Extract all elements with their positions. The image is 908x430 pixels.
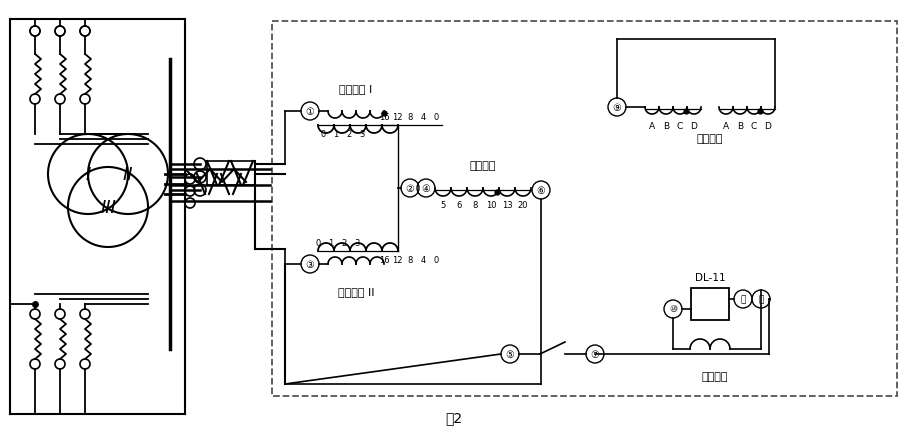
Text: 4: 4 [420, 255, 426, 264]
Text: 0: 0 [321, 130, 326, 139]
Text: 0: 0 [433, 113, 439, 122]
Text: ⑩: ⑩ [669, 305, 677, 314]
Text: ③: ③ [306, 259, 314, 269]
Text: ⑨: ⑨ [613, 103, 621, 113]
Text: 8: 8 [408, 255, 413, 264]
Text: 20: 20 [518, 200, 528, 209]
Text: 8: 8 [408, 113, 413, 122]
Text: ④: ④ [421, 184, 430, 194]
Text: D: D [765, 122, 772, 131]
Text: 16: 16 [379, 255, 390, 264]
Bar [691, 289, 729, 320]
Text: C: C [676, 122, 683, 131]
Text: ⑤: ⑤ [506, 349, 514, 359]
Text: 3: 3 [354, 239, 360, 247]
Text: ⑪: ⑪ [740, 295, 745, 304]
Text: 12: 12 [391, 113, 402, 122]
Text: ①: ① [306, 107, 314, 117]
Bar [272, 22, 897, 396]
Text: 0: 0 [433, 255, 439, 264]
Text: 12: 12 [391, 255, 402, 264]
Text: 6: 6 [457, 200, 461, 209]
Text: B: B [737, 122, 743, 131]
Text: 3: 3 [360, 130, 365, 139]
Text: 13: 13 [502, 200, 512, 209]
Text: 二次绕组: 二次绕组 [702, 371, 728, 381]
Text: ⑫: ⑫ [758, 295, 764, 304]
Text: 1: 1 [333, 130, 339, 139]
Text: II: II [123, 166, 133, 184]
Text: 8: 8 [472, 200, 478, 209]
Text: ⑥: ⑥ [537, 186, 546, 196]
Text: 2: 2 [346, 130, 351, 139]
Text: B: B [663, 122, 669, 131]
Text: A: A [649, 122, 655, 131]
Text: 4: 4 [420, 113, 426, 122]
Text: 10: 10 [486, 200, 497, 209]
Text: ②: ② [406, 184, 414, 194]
Text: 平衡绕组 I: 平衡绕组 I [340, 84, 372, 94]
Text: 2: 2 [341, 239, 347, 247]
Text: 平衡绕组 II: 平衡绕组 II [338, 286, 374, 296]
Text: 短路绕组: 短路绕组 [696, 134, 724, 144]
Text: 5: 5 [440, 200, 446, 209]
Text: 1: 1 [329, 239, 333, 247]
Text: ⑦: ⑦ [590, 349, 599, 359]
Text: III: III [100, 199, 116, 216]
Text: 16: 16 [379, 113, 390, 122]
Text: DL-11: DL-11 [695, 272, 725, 283]
Text: C: C [751, 122, 757, 131]
Text: 0: 0 [315, 239, 321, 247]
Text: 工作绕组: 工作绕组 [469, 161, 497, 171]
Text: D: D [691, 122, 697, 131]
Text: A: A [723, 122, 729, 131]
Text: I: I [85, 166, 91, 184]
Text: 图2: 图2 [446, 410, 462, 424]
